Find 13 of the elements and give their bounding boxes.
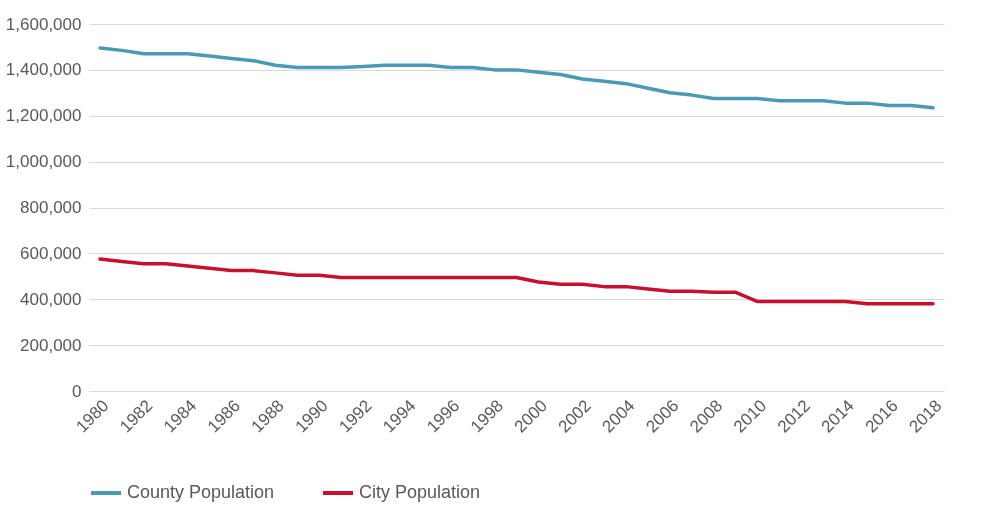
line-series (98, 46, 935, 110)
y-tick-label: 600,000 (20, 243, 82, 263)
y-tick-label: 200,000 (20, 335, 82, 355)
y-tick-label: 800,000 (20, 198, 82, 217)
y-tick-label: 1,600,000 (5, 14, 82, 34)
y-tick-label: 0 (72, 381, 82, 401)
y-tick-label: 1,400,000 (5, 60, 82, 80)
y-tick-label: 1,200,000 (5, 106, 82, 126)
legend-label: County Population (127, 482, 275, 502)
line-series (98, 257, 935, 306)
y-tick-label: 400,000 (20, 289, 82, 309)
legend-label: City Population (359, 482, 481, 502)
y-tick-label: 1,000,000 (5, 152, 82, 172)
